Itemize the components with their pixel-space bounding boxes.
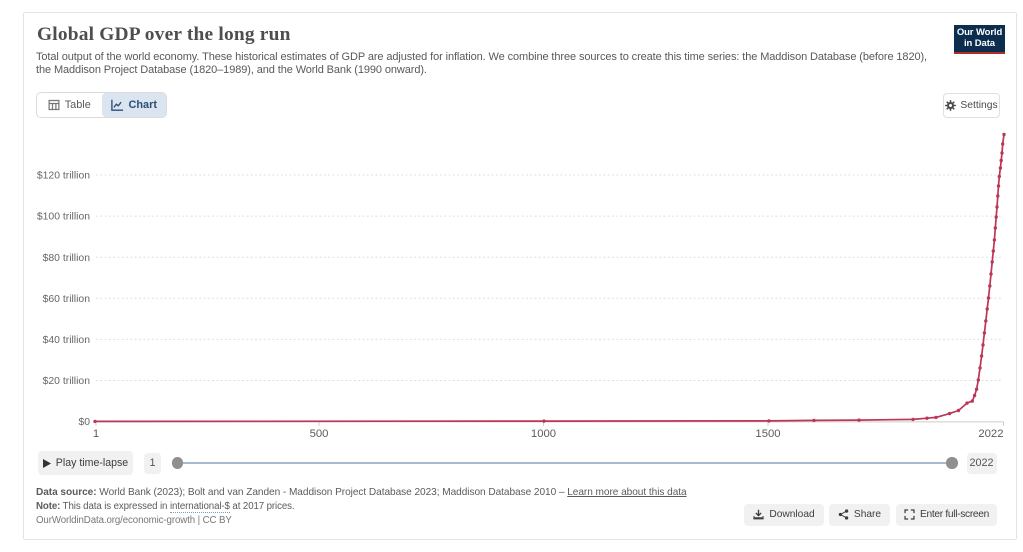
svg-text:1000: 1000 bbox=[531, 428, 556, 440]
svg-text:$100 trillion: $100 trillion bbox=[37, 212, 90, 223]
svg-text:2022: 2022 bbox=[978, 428, 1003, 440]
svg-text:1500: 1500 bbox=[755, 428, 780, 440]
svg-text:1: 1 bbox=[93, 428, 99, 440]
svg-text:$20 trillion: $20 trillion bbox=[43, 376, 91, 387]
svg-text:$60 trillion: $60 trillion bbox=[43, 294, 91, 305]
svg-text:$120 trillion: $120 trillion bbox=[37, 171, 90, 182]
svg-text:$40 trillion: $40 trillion bbox=[43, 335, 91, 346]
svg-text:500: 500 bbox=[310, 428, 329, 440]
svg-text:$80 trillion: $80 trillion bbox=[43, 253, 91, 264]
svg-text:$0: $0 bbox=[78, 417, 90, 428]
